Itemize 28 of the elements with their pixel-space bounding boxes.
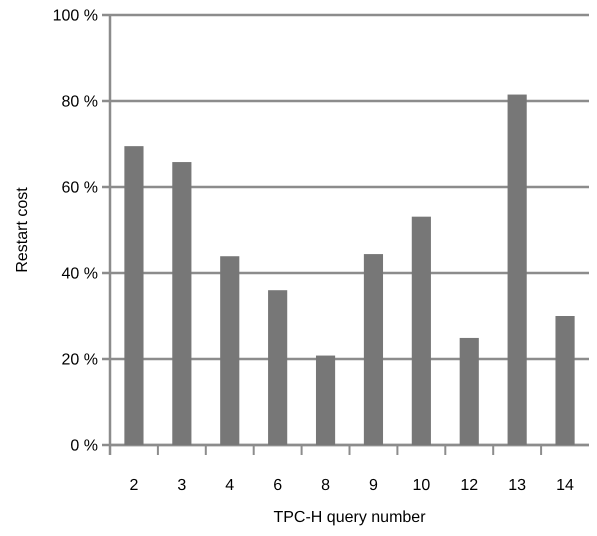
x-tick-label: 9 (368, 477, 378, 494)
bar (412, 216, 431, 445)
x-axis-title: TPC-H query number (273, 509, 426, 526)
bar (555, 316, 575, 445)
bar (508, 94, 527, 445)
bar (316, 356, 336, 445)
x-tick-label: 4 (225, 477, 234, 494)
x-tick-label: 10 (412, 477, 430, 494)
x-tick-label: 2 (129, 477, 138, 494)
y-tick-label: 60 % (62, 180, 98, 197)
y-axis-title: Restart cost (14, 186, 31, 273)
bar (220, 256, 240, 445)
y-tick-label: 80 % (62, 94, 98, 111)
bar (460, 338, 479, 445)
x-tick-label: 8 (321, 477, 330, 494)
x-tick-label: 3 (177, 477, 186, 494)
y-tick-label: 0 % (70, 438, 98, 455)
x-tick-label: 6 (273, 477, 282, 494)
x-tick-label: 12 (460, 477, 478, 494)
y-tick-label: 100 % (52, 8, 98, 25)
x-tick-label: 14 (556, 477, 574, 494)
bar (124, 146, 144, 445)
bar (364, 254, 384, 445)
y-tick-label: 20 % (62, 352, 98, 369)
bar (268, 290, 288, 445)
y-tick-label: 40 % (62, 266, 98, 283)
x-tick-label: 13 (508, 477, 526, 494)
bar (172, 162, 192, 445)
